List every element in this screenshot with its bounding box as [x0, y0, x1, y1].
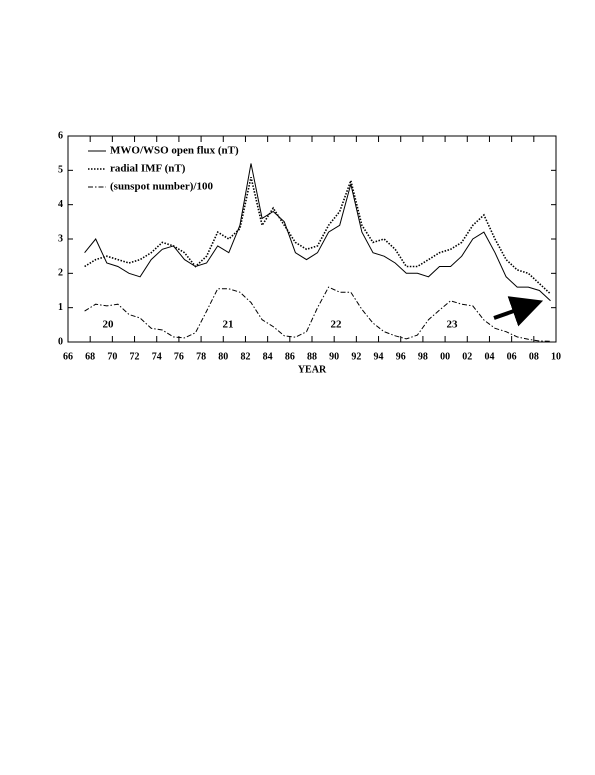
- x-tick-label: 96: [396, 351, 406, 362]
- y-tick-label: 2: [58, 268, 63, 279]
- y-tick-label: 4: [58, 199, 63, 210]
- x-tick-label: 86: [285, 351, 295, 362]
- x-tick-label: 84: [263, 351, 273, 362]
- legend-label: MWO/WSO open flux (nT): [110, 145, 239, 157]
- x-axis-label: YEAR: [298, 364, 327, 375]
- legend-label: radial IMF (nT): [110, 163, 186, 175]
- cycle-label: 23: [447, 319, 459, 331]
- x-tick-label: 78: [196, 351, 206, 362]
- y-tick-label: 6: [58, 130, 63, 141]
- x-tick-label: 76: [174, 351, 184, 362]
- x-tick-label: 04: [484, 351, 494, 362]
- x-tick-label: 72: [130, 351, 140, 362]
- x-tick-label: 70: [107, 351, 117, 362]
- series-line: [84, 163, 551, 302]
- cycle-label: 20: [103, 319, 115, 331]
- legend-label: (sunspot number)/100: [110, 181, 213, 193]
- x-tick-label: 68: [85, 351, 95, 362]
- cycle-label: 21: [223, 319, 234, 331]
- x-tick-label: 80: [218, 351, 228, 362]
- x-tick-label: 92: [351, 351, 361, 362]
- series-line: [84, 286, 551, 342]
- x-tick-label: 82: [240, 351, 250, 362]
- x-tick-label: 02: [462, 351, 472, 362]
- y-tick-label: 0: [58, 336, 63, 347]
- x-tick-label: 90: [329, 351, 339, 362]
- x-tick-label: 08: [529, 351, 539, 362]
- x-tick-label: 10: [551, 351, 561, 362]
- x-tick-label: 06: [507, 351, 517, 362]
- x-tick-label: 98: [418, 351, 428, 362]
- x-tick-label: 94: [374, 351, 384, 362]
- x-tick-label: 66: [63, 351, 73, 362]
- cycle-label: 22: [331, 319, 343, 331]
- y-tick-label: 5: [58, 165, 63, 176]
- y-tick-label: 1: [58, 302, 63, 313]
- x-tick-label: 74: [152, 351, 162, 362]
- x-tick-label: 00: [440, 351, 450, 362]
- series-line: [84, 177, 552, 295]
- x-tick-label: 88: [307, 351, 317, 362]
- y-tick-label: 3: [58, 233, 63, 244]
- arrow: [493, 296, 544, 327]
